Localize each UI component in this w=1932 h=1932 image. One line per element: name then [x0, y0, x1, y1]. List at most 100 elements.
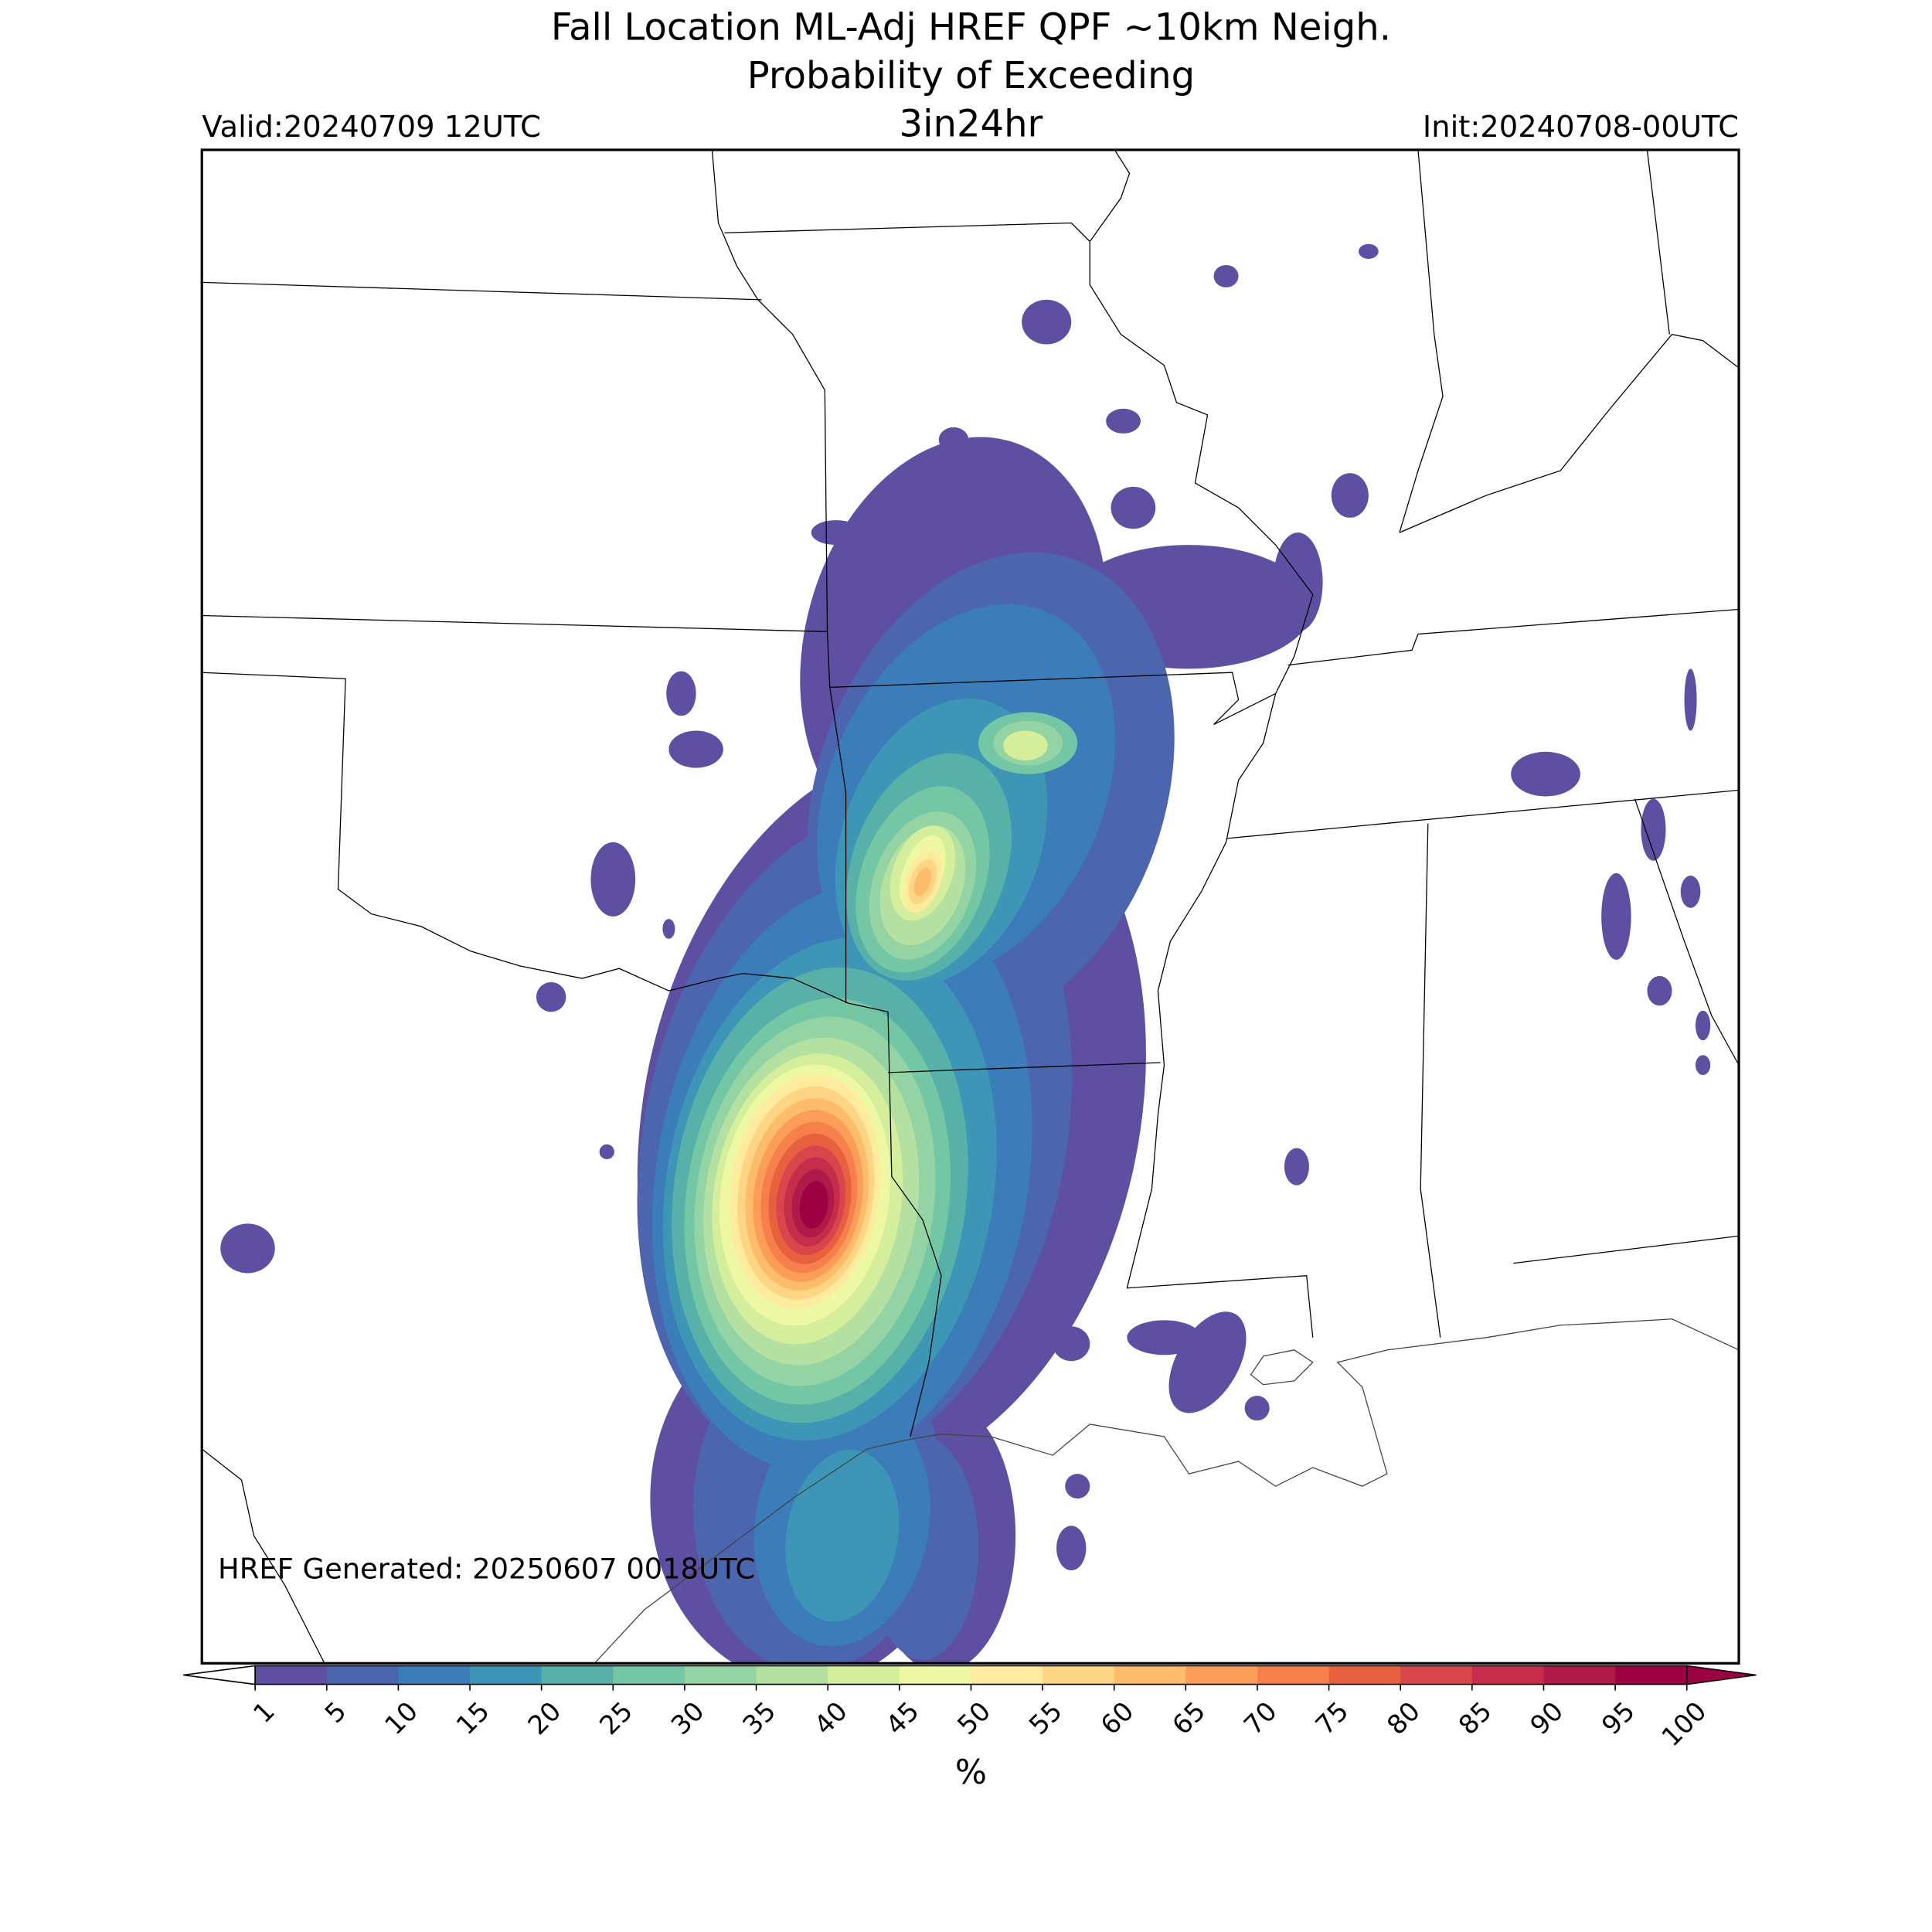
boundaries	[202, 149, 1740, 1664]
probability-area	[536, 981, 566, 1012]
probability-area	[1680, 876, 1701, 908]
color-swatch	[1328, 1665, 1402, 1685]
color-swatch	[541, 1665, 614, 1685]
probability-area	[1359, 243, 1379, 259]
probability-area	[913, 867, 932, 896]
colorbar-extend-low	[183, 1665, 256, 1685]
state-line	[202, 614, 828, 632]
color-swatch	[1543, 1665, 1616, 1685]
colorbar-tick-label: 90	[1524, 1696, 1569, 1740]
colorbar-tick-label: 30	[665, 1696, 710, 1740]
probability-area	[1284, 1148, 1309, 1185]
state-line	[1634, 798, 1740, 1066]
colorbar-tick-label: 25	[594, 1696, 638, 1740]
probability-area	[1022, 299, 1072, 345]
colorbar-tick-label: 100	[1656, 1696, 1713, 1752]
probability-area	[799, 1181, 828, 1229]
state-line	[202, 672, 889, 1012]
probability-area	[785, 1450, 900, 1622]
colorbar-label: %	[955, 1753, 987, 1792]
color-swatch	[1257, 1665, 1330, 1685]
probability-area	[1213, 264, 1239, 287]
probability-area	[1641, 798, 1666, 861]
color-swatch	[1615, 1665, 1688, 1685]
color-swatch	[326, 1665, 400, 1685]
state-line	[1226, 789, 1740, 839]
probability-area	[1647, 975, 1672, 1006]
probability-area	[1601, 872, 1631, 961]
color-swatch	[255, 1665, 328, 1685]
color-swatch	[1400, 1665, 1473, 1685]
coastline	[594, 1318, 1740, 1664]
probability-area	[668, 730, 723, 768]
color-swatch	[1471, 1665, 1545, 1685]
state-line	[1420, 823, 1441, 1338]
map	[202, 149, 1740, 1664]
probability-area	[1695, 1055, 1711, 1076]
probability-area	[666, 671, 696, 716]
probability-area	[1684, 668, 1697, 731]
state-line	[711, 149, 847, 1004]
color-swatch	[684, 1665, 757, 1685]
probability-area	[1244, 1396, 1270, 1421]
probability-area	[1106, 408, 1141, 434]
colorbar-tick-label: 35	[737, 1696, 782, 1740]
color-swatch	[899, 1665, 972, 1685]
color-swatch	[1114, 1665, 1187, 1685]
state-line	[1399, 333, 1740, 533]
threshold: 3in24hr	[900, 102, 1043, 145]
colorbar-tick-label: 15	[451, 1696, 495, 1740]
probability-field	[220, 243, 1711, 1664]
colorbar-tick-label: 45	[880, 1696, 925, 1740]
subtitle: Probability of Exceeding	[747, 54, 1195, 97]
lake	[1250, 1349, 1314, 1386]
colorbar-tick-label: 50	[951, 1696, 996, 1740]
probability-area	[1065, 1474, 1090, 1499]
state-line	[1646, 149, 1670, 335]
probability-area	[590, 842, 636, 917]
colorbar-tick-label: 5	[319, 1696, 352, 1729]
colorbar-tick-label: 40	[808, 1696, 853, 1740]
state-line	[202, 281, 762, 301]
state-line	[888, 1062, 1161, 1073]
probability-area	[1695, 1010, 1711, 1041]
state-line	[829, 672, 1276, 726]
probability-area	[662, 919, 675, 939]
state-line	[202, 1448, 325, 1664]
colorbar-tick-label: 70	[1238, 1696, 1283, 1740]
valid-time: Valid:20240709 12UTC	[202, 110, 541, 145]
probability-area	[1003, 730, 1048, 760]
probability-area	[220, 1223, 275, 1274]
colorbar-tick-label: 65	[1166, 1696, 1211, 1740]
init-time: Init:20240708-00UTC	[1423, 110, 1739, 145]
state-line	[1287, 608, 1740, 666]
colorbar-extend-high	[1685, 1665, 1757, 1685]
state-line	[1399, 149, 1444, 533]
color-swatch	[1185, 1665, 1258, 1685]
stage: Fall Location ML-Adj HREF QPF ~10km Neig…	[183, 5, 1757, 1792]
probability-area	[1056, 1526, 1087, 1571]
color-swatch	[398, 1665, 471, 1685]
colorbar-tick-label: 55	[1023, 1696, 1068, 1740]
generated-note: HREF Generated: 20250607 0018UTC	[218, 1553, 755, 1586]
probability-area	[599, 1144, 614, 1160]
colorbar: 1 5 10 15 20 25 30 35 40 45 50 55 60 65 70 75 80 85 90 95 10…	[183, 1665, 1757, 1752]
probability-area	[1511, 751, 1580, 797]
colorbar-tick-label: 85	[1453, 1696, 1498, 1740]
state-line	[724, 222, 1314, 1338]
colorbar-tick-label: 95	[1596, 1696, 1641, 1740]
state-line	[1513, 1235, 1740, 1264]
color-swatch	[470, 1665, 543, 1685]
probability-area	[1127, 1320, 1202, 1355]
probability-area	[1111, 486, 1156, 529]
color-swatch	[1043, 1665, 1115, 1685]
colorbar-tick-label: 80	[1381, 1696, 1426, 1740]
color-swatch	[613, 1665, 685, 1685]
colorbar-tick-label: 10	[379, 1696, 423, 1740]
probability-area	[1331, 473, 1369, 518]
colorbar-tick-label: 20	[522, 1696, 567, 1740]
title: Fall Location ML-Adj HREF QPF ~10km Neig…	[551, 5, 1391, 49]
state-line	[1089, 149, 1131, 242]
